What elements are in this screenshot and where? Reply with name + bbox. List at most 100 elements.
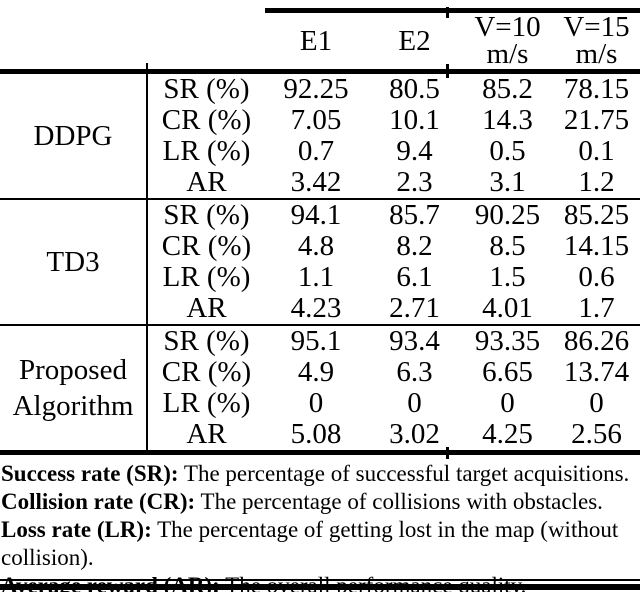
column-label: V=15 m/s bbox=[563, 11, 630, 70]
header-cell-e2: E2 bbox=[367, 8, 462, 74]
footnote-desc: The percentage of getting lost in the ma… bbox=[1, 517, 619, 570]
value-cell: 95.1 bbox=[290, 325, 342, 357]
column-separator-stub bbox=[446, 7, 449, 18]
metric-cell: AR bbox=[147, 293, 265, 326]
table-row: CR (%) 4.8 8.2 8.5 14.15 bbox=[0, 231, 640, 262]
value-cell: 3.42 bbox=[265, 167, 367, 200]
value-cell: 5.08 bbox=[265, 419, 367, 455]
value-cell: 0.1 bbox=[578, 135, 615, 167]
footnote-term: Success rate (SR): bbox=[1, 461, 179, 486]
value-cell: 3.1 bbox=[462, 167, 553, 200]
algorithm-cell-proposed: Proposed Algorithm bbox=[0, 325, 148, 455]
value-cell: 4.25 bbox=[462, 419, 553, 455]
bottom-thin-rule bbox=[0, 579, 640, 581]
table-row: DDPG SR (%) 92.25 80.5 85.2 78.15 bbox=[0, 71, 640, 200]
table-row: AR 5.08 3.02 4.25 2.56 bbox=[0, 419, 640, 455]
table-row: AR 3.42 2.3 3.1 1.2 bbox=[0, 167, 640, 200]
value-cell: 92.25 bbox=[283, 73, 349, 105]
results-table: E1 E2 V=10 m/s V=15 m/s DDPG SR (%) 92.2… bbox=[0, 8, 640, 455]
header-blank-algorithm bbox=[0, 10, 147, 74]
value-cell: 14.15 bbox=[563, 230, 630, 262]
table-row: Proposed Algorithm SR (%) 95.1 93.4 93.3… bbox=[0, 325, 640, 455]
value-cell: 9.4 bbox=[396, 135, 433, 167]
value-cell: 7.05 bbox=[290, 104, 342, 136]
value-cell: 1.5 bbox=[489, 261, 526, 293]
value-cell: 4.01 bbox=[462, 293, 553, 326]
value-cell: 2.56 bbox=[553, 419, 640, 455]
value-cell: 13.74 bbox=[563, 356, 630, 388]
value-cell: 4.23 bbox=[265, 293, 367, 326]
table-row: CR (%) 4.9 6.3 6.65 13.74 bbox=[0, 357, 640, 388]
value-cell: 1.7 bbox=[553, 293, 640, 326]
value-cell: 0.5 bbox=[489, 135, 526, 167]
footnote-collision-rate: Collision rate (CR): The percentage of c… bbox=[1, 488, 638, 516]
algorithm-cell-ddpg: DDPG bbox=[0, 71, 148, 200]
column-label: E1 bbox=[299, 25, 333, 57]
metric-cell: LR (%) bbox=[162, 135, 251, 167]
metric-cell: SR (%) bbox=[163, 73, 250, 105]
column-label: V=10 m/s bbox=[474, 11, 541, 70]
algorithm-cell-td3: TD3 bbox=[0, 199, 148, 326]
footnote-desc: The percentage of collisions with obstac… bbox=[195, 489, 603, 514]
footnote-success-rate: Success rate (SR): The percentage of suc… bbox=[1, 460, 638, 488]
header-row: E1 E2 V=10 m/s V=15 m/s bbox=[0, 8, 640, 74]
metric-cell: LR (%) bbox=[162, 261, 251, 293]
metric-cell: AR bbox=[147, 419, 265, 455]
metric-cell: CR (%) bbox=[161, 104, 252, 136]
table-row: LR (%) 1.1 6.1 1.5 0.6 bbox=[0, 262, 640, 293]
value-cell: 0.6 bbox=[578, 261, 615, 293]
metric-cell: CR (%) bbox=[161, 230, 252, 262]
value-cell: 78.15 bbox=[563, 73, 630, 105]
value-cell: 14.3 bbox=[482, 104, 533, 136]
value-cell: 90.25 bbox=[474, 199, 541, 231]
value-cell: 0 bbox=[308, 387, 324, 419]
value-cell: 85.7 bbox=[389, 199, 440, 231]
table-row: AR 4.23 2.71 4.01 1.7 bbox=[0, 293, 640, 326]
value-cell: 94.1 bbox=[290, 199, 342, 231]
metric-cell: CR (%) bbox=[161, 356, 252, 388]
value-cell: 86.26 bbox=[563, 325, 630, 357]
value-cell: 2.3 bbox=[367, 167, 462, 200]
bottom-thick-rule bbox=[0, 584, 640, 590]
header-blank-metric bbox=[147, 10, 265, 74]
metric-cell: LR (%) bbox=[162, 387, 251, 419]
value-cell: 6.3 bbox=[396, 356, 433, 388]
value-cell: 80.5 bbox=[389, 73, 440, 105]
value-cell: 0 bbox=[407, 387, 422, 419]
metric-cell: SR (%) bbox=[163, 199, 250, 231]
table-row: LR (%) 0.7 9.4 0.5 0.1 bbox=[0, 136, 640, 167]
column-separator-stub bbox=[446, 447, 449, 459]
value-cell: 1.2 bbox=[553, 167, 640, 200]
value-cell: 1.1 bbox=[297, 261, 335, 293]
value-cell: 93.35 bbox=[474, 325, 541, 357]
value-cell: 21.75 bbox=[563, 104, 630, 136]
header-cell-e1: E1 bbox=[265, 8, 367, 74]
header-cell-v10: V=10 m/s bbox=[462, 8, 553, 74]
table-row: LR (%) 0 0 0 0 bbox=[0, 388, 640, 419]
footnote-term: Loss rate (LR): bbox=[1, 517, 152, 542]
table-row: TD3 SR (%) 94.1 85.7 90.25 85.25 bbox=[0, 199, 640, 326]
value-cell: 4.8 bbox=[297, 230, 335, 262]
value-cell: 8.2 bbox=[396, 230, 433, 262]
value-cell: 93.4 bbox=[389, 325, 440, 357]
column-label: E2 bbox=[398, 25, 431, 57]
column-separator-stub bbox=[146, 63, 148, 75]
metric-cell: SR (%) bbox=[163, 325, 250, 357]
value-cell: 6.1 bbox=[396, 261, 433, 293]
value-cell: 85.2 bbox=[482, 73, 533, 105]
value-cell: 8.5 bbox=[489, 230, 526, 262]
footnote-loss-rate: Loss rate (LR): The percentage of gettin… bbox=[1, 516, 638, 572]
table-row: CR (%) 7.05 10.1 14.3 21.75 bbox=[0, 105, 640, 136]
column-separator-stub bbox=[446, 64, 449, 78]
value-cell: 2.71 bbox=[367, 293, 462, 326]
algorithm-label: Proposed Algorithm bbox=[12, 354, 134, 422]
footnote-desc: The percentage of successful target acqu… bbox=[178, 461, 630, 486]
value-cell: 4.9 bbox=[297, 356, 335, 388]
value-cell: 6.65 bbox=[482, 356, 533, 388]
footnote-term: Collision rate (CR): bbox=[1, 489, 196, 514]
value-cell: 85.25 bbox=[563, 199, 630, 231]
metric-cell: AR bbox=[147, 167, 265, 200]
value-cell: 0 bbox=[589, 387, 604, 419]
value-cell: 0 bbox=[500, 387, 515, 419]
